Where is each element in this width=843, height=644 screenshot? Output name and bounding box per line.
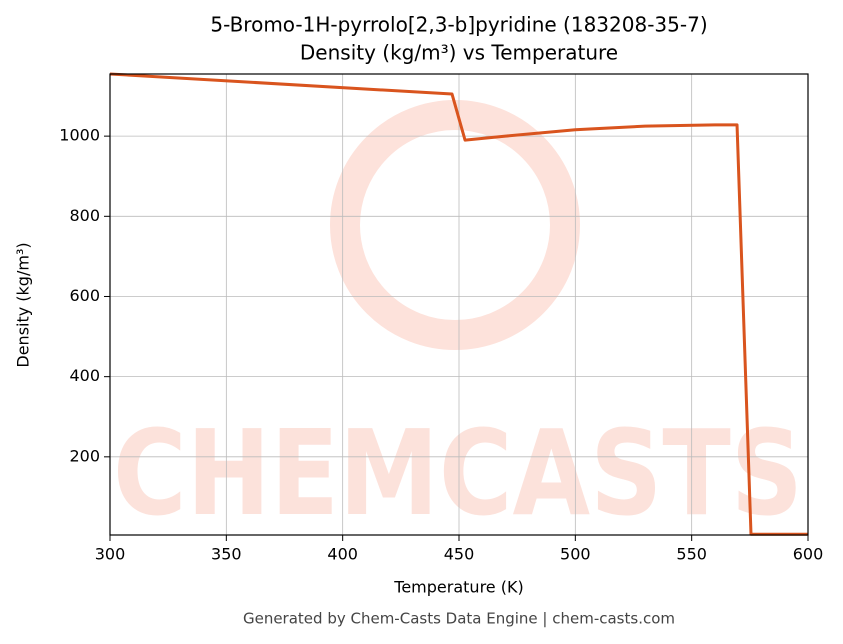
x-tick-label: 300 (95, 545, 126, 564)
y-tick-label: 1000 (59, 126, 100, 145)
x-tick-label: 550 (676, 545, 707, 564)
watermark-logo (330, 100, 580, 350)
y-tick-label: 600 (69, 286, 100, 305)
plot-frame (109, 73, 809, 536)
footer: Generated by Chem-Casts Data Engine | ch… (243, 610, 675, 628)
y-axis-label: Density (kg/m³) (14, 242, 33, 367)
x-tick-label: 450 (444, 545, 475, 564)
y-tick-label: 800 (69, 206, 100, 225)
y-tick-label: 200 (69, 446, 100, 465)
x-tick-label: 350 (211, 545, 242, 564)
x-axis-label: Temperature (K) (393, 578, 523, 597)
x-tick-label: 600 (793, 545, 824, 564)
chart-subtitle: Density (kg/m³) vs Temperature (300, 41, 618, 65)
x-tick-label: 400 (327, 545, 358, 564)
x-tick-label: 500 (560, 545, 591, 564)
watermark: CHEMCASTS (113, 404, 803, 542)
data-line (109, 72, 808, 536)
y-tick-label: 400 (69, 366, 100, 385)
chart-title: 5-Bromo-1H-pyrrolo[2,3-b]pyridine (18320… (210, 13, 707, 37)
